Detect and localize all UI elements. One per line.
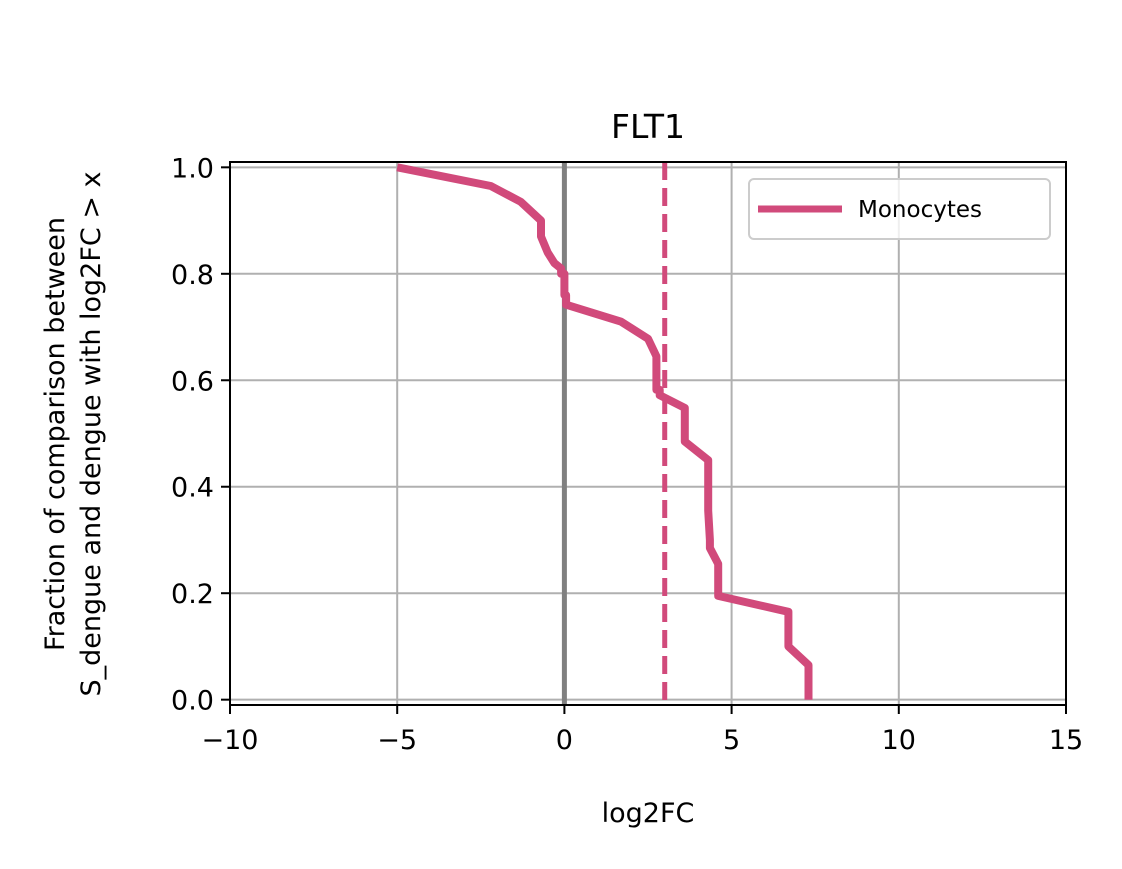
y-tick-label: 1.0 <box>171 153 214 184</box>
legend: Monocytes <box>748 178 1051 240</box>
x-tick-label: −10 <box>202 725 259 756</box>
y-tick-label: 0.4 <box>171 473 214 504</box>
y-tick-label: 0.0 <box>171 686 214 717</box>
x-tick-label: −5 <box>377 725 417 756</box>
series-layer <box>396 163 813 700</box>
ticks: −10 −5 0 5 10 15 0.0 0.2 0.4 0.6 0.8 1.0 <box>171 153 1083 756</box>
y-tick-label: 0.8 <box>171 260 214 291</box>
x-tick-label: 10 <box>882 725 916 756</box>
y-axis-label-line-2: S_dengue and dengue with log2FC > x <box>76 171 107 696</box>
legend-label-monocytes: Monocytes <box>858 197 982 223</box>
grid <box>229 162 1067 705</box>
y-tick-label: 0.6 <box>171 366 214 397</box>
x-tick-label: 15 <box>1049 725 1083 756</box>
reference-lines <box>561 162 668 705</box>
chart-title: FLT1 <box>611 107 685 146</box>
x-tick-label: 0 <box>556 725 573 756</box>
series-line-monocytes <box>396 163 813 700</box>
x-axis-label: log2FC <box>602 798 695 829</box>
x-tick-label: 5 <box>723 725 740 756</box>
plot-frame <box>229 161 1067 706</box>
legend-box <box>748 178 1051 240</box>
y-tick-label: 0.2 <box>171 579 214 610</box>
y-axis-label-line-1: Fraction of comparison between <box>40 217 71 651</box>
